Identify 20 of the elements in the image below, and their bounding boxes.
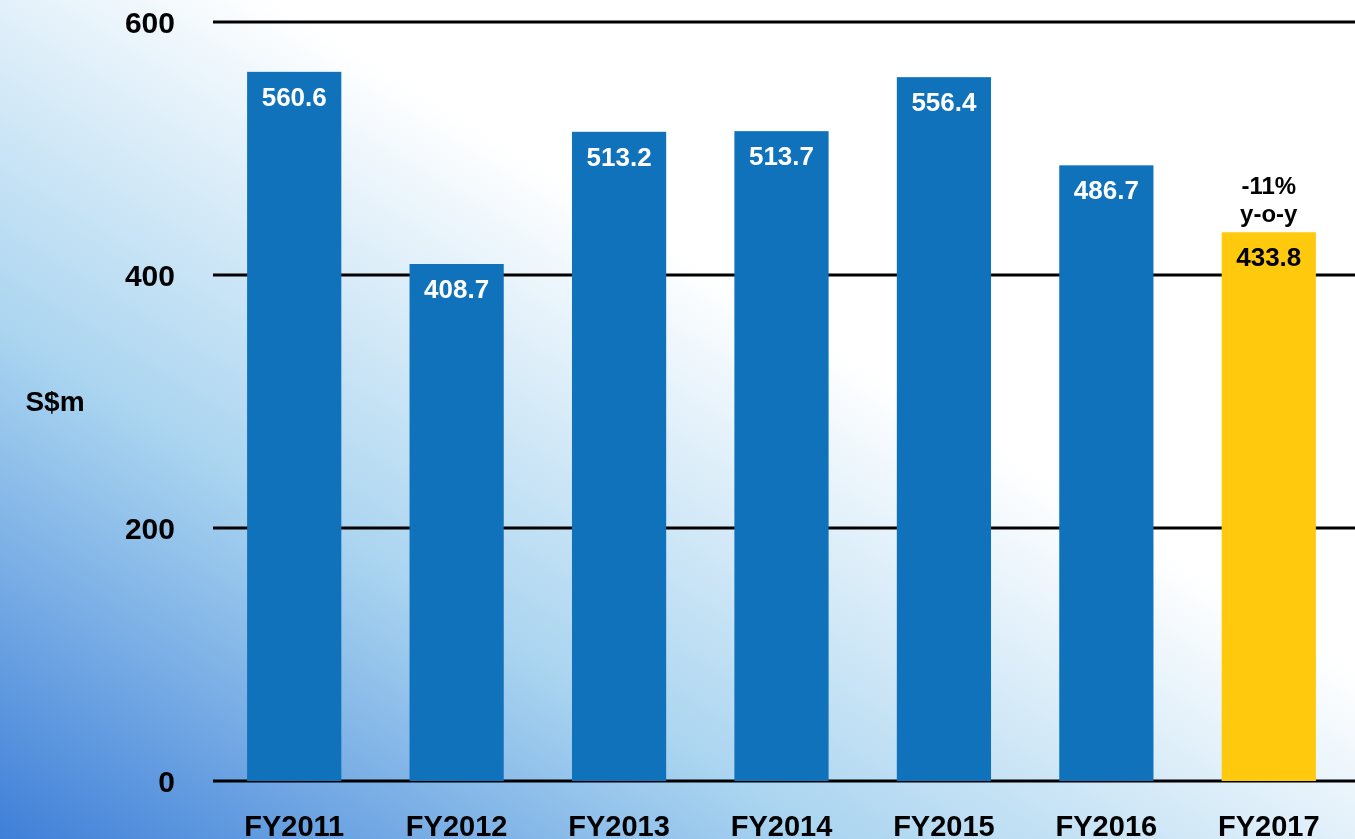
data-label: 486.7 (1073, 175, 1139, 206)
x-tick-label: FY2013 (568, 810, 670, 839)
annotation: -11% y-o-y (1240, 172, 1299, 228)
x-tick-label: FY2011 (244, 810, 345, 839)
x-tick-label: FY2012 (405, 810, 508, 839)
x-tick-label: FY2017 (1218, 810, 1320, 839)
data-label: 408.7 (424, 273, 490, 304)
data-label: 513.2 (586, 141, 652, 172)
x-tick-label: FY2014 (730, 810, 833, 839)
data-label: 513.7 (748, 141, 815, 172)
y-axis-title: S$m (25, 386, 85, 418)
data-label: 560.6 (261, 81, 327, 112)
x-tick-label: FY2015 (893, 810, 995, 839)
y-tick-label: 600 (124, 5, 175, 39)
data-label: 556.4 (911, 87, 977, 118)
y-tick-label: 0 (158, 764, 175, 798)
y-tick-label: 400 (124, 258, 175, 292)
data-label: 433.8 (1236, 242, 1302, 273)
y-tick-label: 200 (124, 511, 175, 545)
x-tick-label: FY2016 (1055, 810, 1158, 839)
